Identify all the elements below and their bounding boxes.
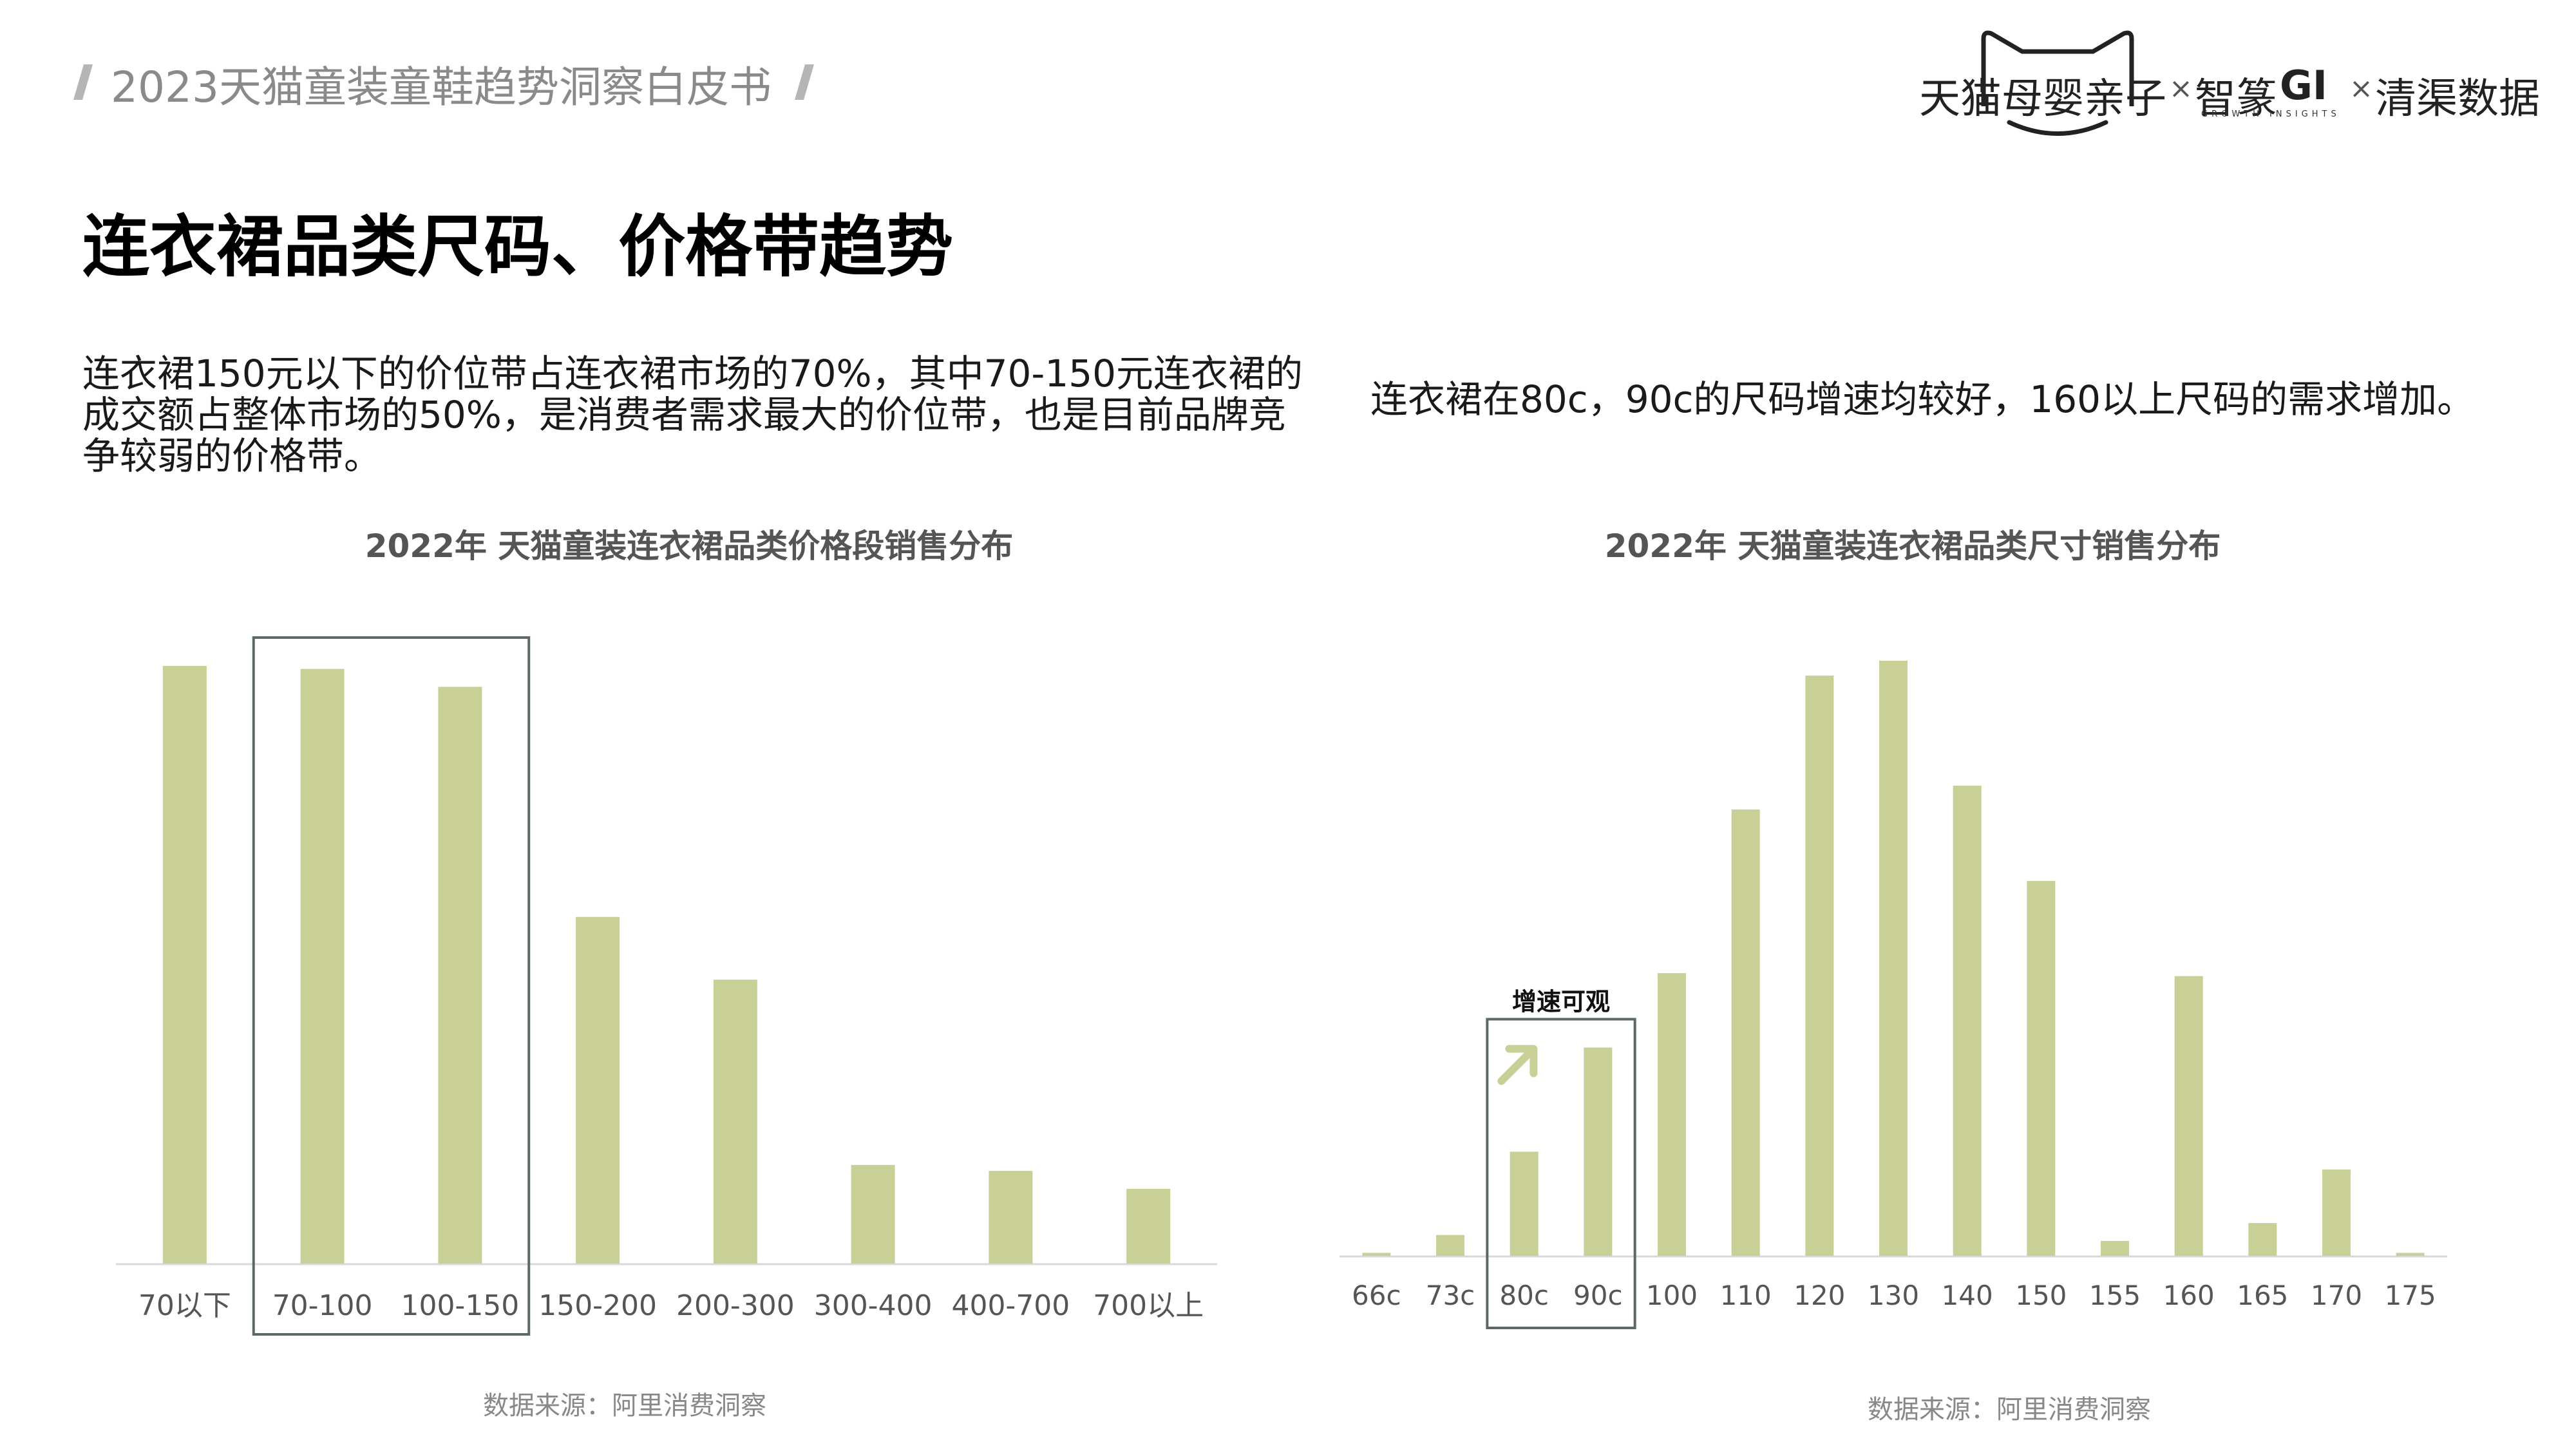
price-tick-label: 100-150 (401, 1289, 519, 1322)
size-tick-label: 140 (1942, 1280, 1993, 1311)
brand-zhizhuan-text: 智篆 (2195, 75, 2277, 123)
price-chart: 70以下 70-100 100-150 150-200 200-300 300-400 40… (116, 636, 1217, 1336)
price-bar-150-200 (576, 916, 620, 1264)
size-tick-label: 175 (2385, 1280, 2436, 1311)
tmall-cat-logo-icon (1981, 30, 2134, 136)
size-tick-label: 170 (2311, 1280, 2362, 1311)
size-bar-175 (2396, 1253, 2425, 1256)
price-chart-title: 2022年 天猫童装连衣裙品类价格段销售分布 (365, 527, 1014, 565)
price-tick-label: 700以上 (1093, 1289, 1204, 1322)
size-chart-source: 数据来源：阿里消费洞察 (1868, 1395, 2151, 1425)
size-tick-label: 150 (2015, 1280, 2067, 1311)
size-highlight-label: 增速可观 (1512, 988, 1610, 1016)
price-bar-70-100 (300, 668, 345, 1264)
size-bar-155 (2101, 1240, 2129, 1256)
size-bar-165 (2248, 1223, 2277, 1256)
brand-times-2: × (2349, 72, 2373, 105)
size-tick-label: 165 (2237, 1280, 2288, 1311)
price-bar-200-300 (713, 980, 757, 1264)
price-bar-400-700 (989, 1171, 1033, 1264)
size-bar-130 (1879, 661, 1908, 1256)
brand-times-1: × (2169, 72, 2193, 105)
price-description: 连衣裙150元以下的价位带占连衣裙市场的70%，其中70-150元连衣裙的成交额… (82, 352, 1303, 478)
price-highlight-box (252, 636, 531, 1336)
size-bar-90c (1584, 1047, 1613, 1256)
header-slash-left-icon (73, 64, 93, 100)
size-bar-150 (2027, 880, 2056, 1256)
brand-gi-subtext: GROWTH INSIGHTS (2201, 109, 2340, 119)
size-bar-66c (1362, 1253, 1391, 1256)
size-bar-170 (2322, 1170, 2351, 1256)
price-tick-label: 300-400 (814, 1289, 933, 1322)
size-description: 连衣裙在80c，90c的尺码增速均较好，160以上尺码的需求增加。 (1370, 377, 2475, 421)
size-tick-label: 110 (1720, 1280, 1772, 1311)
header-slash-right-icon (795, 64, 814, 100)
price-bar-700以上 (1126, 1189, 1171, 1264)
brand-gi-text: GI (2280, 62, 2327, 109)
size-tick-label: 160 (2163, 1280, 2215, 1311)
size-highlight-box (1486, 1018, 1636, 1329)
size-bar-100 (1658, 973, 1686, 1256)
size-bar-73c (1436, 1235, 1464, 1256)
price-tick-label: 70以下 (138, 1289, 231, 1322)
size-bar-80c (1510, 1151, 1539, 1256)
size-tick-label: 66c (1352, 1280, 1401, 1311)
price-bar-300-400 (851, 1164, 895, 1264)
price-bar-100-150 (438, 687, 482, 1264)
size-bar-140 (1953, 786, 1982, 1256)
size-tick-label: 80c (1499, 1280, 1549, 1311)
size-tick-label: 120 (1794, 1280, 1845, 1311)
size-chart-title: 2022年 天猫童装连衣裙品类尺寸销售分布 (1604, 527, 2221, 565)
brand-lockup: 天猫母婴亲子 × 智篆 GI GROWTH INSIGHTS × 清渠数据 (1919, 26, 2540, 142)
price-tick-label: 150-200 (538, 1289, 657, 1322)
size-chart: 66c 73c 80c 90c 100 110 120 130 140 150 155 160 165 1… (1340, 661, 2447, 1329)
size-tick-label: 130 (1868, 1280, 1919, 1311)
price-tick-label: 400-700 (951, 1289, 1070, 1322)
size-tick-label: 100 (1646, 1280, 1698, 1311)
price-chart-source: 数据来源：阿里消费洞察 (483, 1391, 766, 1421)
price-tick-label: 70-100 (272, 1289, 373, 1322)
page-title: 连衣裙品类尺码、价格带趋势 (82, 207, 954, 286)
size-bar-110 (1731, 810, 1760, 1256)
brand-qingqu-text: 清渠数据 (2375, 75, 2540, 123)
price-bar-70以下 (162, 666, 207, 1264)
brand-tmall-text: 天猫母婴亲子 (1919, 75, 2166, 123)
report-title: 2023天猫童装童鞋趋势洞察白皮书 (111, 62, 772, 112)
size-tick-label: 73c (1426, 1280, 1475, 1311)
size-bar-120 (1805, 676, 1834, 1256)
size-tick-label: 90c (1573, 1280, 1623, 1311)
growth-arrow-icon (1497, 1045, 1538, 1085)
size-tick-label: 155 (2089, 1280, 2141, 1311)
size-bar-160 (2174, 976, 2203, 1256)
price-tick-label: 200-300 (676, 1289, 795, 1322)
